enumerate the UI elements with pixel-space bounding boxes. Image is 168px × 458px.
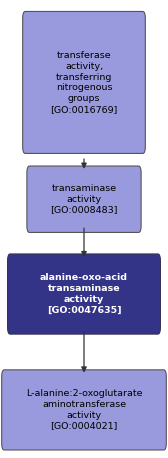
- FancyBboxPatch shape: [8, 254, 160, 334]
- Text: alanine-oxo-acid
transaminase
activity
[GO:0047635]: alanine-oxo-acid transaminase activity […: [40, 273, 128, 315]
- Text: L-alanine:2-oxoglutarate
aminotransferase
activity
[GO:0004021]: L-alanine:2-oxoglutarate aminotransferas…: [26, 389, 142, 431]
- Text: transaminase
activity
[GO:0008483]: transaminase activity [GO:0008483]: [50, 184, 118, 214]
- Text: transferase
activity,
transferring
nitrogenous
groups
[GO:0016769]: transferase activity, transferring nitro…: [50, 51, 118, 114]
- FancyBboxPatch shape: [2, 370, 166, 450]
- FancyBboxPatch shape: [23, 11, 145, 153]
- FancyBboxPatch shape: [27, 166, 141, 233]
